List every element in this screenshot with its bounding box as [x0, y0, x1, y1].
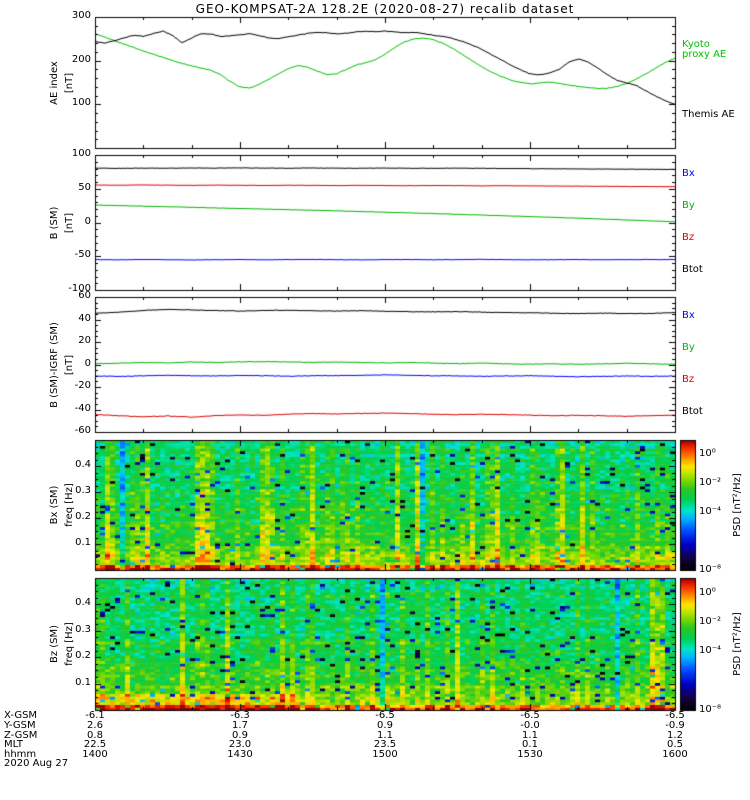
- y-tick-label: 0.4: [75, 597, 91, 609]
- y-tick-label: 50: [78, 181, 91, 193]
- legend-bx: Bx: [682, 168, 695, 179]
- legend-btot: Btot: [682, 406, 703, 417]
- colorbar-title: PSD [nT²/Hz]: [732, 612, 743, 676]
- colorbar-tick-label: 10⁻²: [699, 616, 722, 627]
- ephemeris-row-label: X-GSM: [4, 710, 38, 721]
- y-axis-title: [nT]: [64, 72, 75, 93]
- ephemeris-value: -0.0: [520, 719, 540, 731]
- y-axis-title: freq [Hz]: [64, 483, 75, 527]
- y-tick-label: 0.2: [75, 650, 91, 662]
- plot-title: GEO-KOMPSAT-2A 128.2E (2020-08-27) recal…: [195, 2, 575, 16]
- ephemeris-value: 1.1: [377, 729, 393, 741]
- legend-bz: Bz: [682, 232, 695, 243]
- y-tick-label: -50: [74, 249, 91, 261]
- y-tick-label: 200: [71, 53, 91, 65]
- legend-by: By: [682, 342, 695, 353]
- ephemeris-value: -6.1: [85, 710, 105, 721]
- ephemeris-value: -6.3: [230, 710, 250, 721]
- colorbar-tick-label: 10⁻⁸: [699, 704, 722, 715]
- ephemeris-value: 1600: [662, 749, 688, 761]
- y-tick-label: 100: [71, 148, 91, 159]
- ephemeris-value: -6.5: [665, 710, 685, 721]
- y-tick-label: 0.3: [75, 485, 91, 496]
- colorbar-tick-label: 10⁰: [699, 586, 716, 598]
- ephemeris-value: 23.5: [373, 739, 397, 751]
- y-axis-title: AE index: [49, 60, 60, 105]
- legend-bx: Bx: [682, 310, 695, 321]
- y-tick-label: 0.1: [75, 537, 91, 548]
- y-tick-label: 0.3: [75, 623, 91, 635]
- ephemeris-value: -0.9: [665, 719, 685, 731]
- ephemeris-value: 1400: [82, 749, 108, 761]
- y-tick-label: 0.2: [75, 511, 91, 522]
- legend-themis-ae: Themis AE: [682, 109, 735, 120]
- colorbar-tick-label: 10⁻⁸: [699, 564, 722, 575]
- colorbar-tick-label: 10⁻²: [699, 477, 722, 489]
- ephemeris-value: 0.5: [667, 739, 683, 751]
- legend-btot: Btot: [682, 264, 703, 275]
- legend-kyoto-proxy-ae: Kyoto: [682, 39, 710, 50]
- ephemeris-value: 0.1: [522, 739, 538, 751]
- legend-kyoto-proxy-ae: proxy AE: [682, 49, 727, 60]
- ephemeris-value: 22.5: [83, 739, 107, 751]
- colorbar-tick-label: 10⁻⁴: [699, 645, 722, 657]
- ephemeris-value: 2.6: [87, 719, 103, 731]
- colorbar-tick-label: 10⁰: [699, 448, 716, 460]
- y-axis-title: freq [Hz]: [64, 622, 75, 666]
- y-tick-label: 100: [71, 97, 91, 109]
- ephemeris-row-label: hhmm: [4, 749, 37, 761]
- ephemeris-value: 1.7: [232, 719, 248, 731]
- y-axis-title: Bz (SM): [49, 624, 60, 664]
- y-tick-label: 40: [78, 312, 91, 324]
- ephemeris-value: 1.2: [667, 729, 683, 741]
- y-tick-label: 0.4: [75, 459, 91, 470]
- ephemeris-row-label: Z-GSM: [4, 729, 38, 741]
- y-axis-title: [nT]: [64, 354, 75, 375]
- colorbar-title: PSD [nT²/Hz]: [732, 473, 743, 537]
- y-tick-label: 60: [78, 290, 91, 301]
- y-tick-label: 0.1: [75, 676, 91, 688]
- legend-by: By: [682, 200, 695, 211]
- y-tick-label: -60: [74, 425, 91, 436]
- ephemeris-row-label: Y-GSM: [4, 719, 36, 731]
- y-tick-label: 20: [78, 335, 91, 346]
- ephemeris-value: 1500: [372, 749, 398, 761]
- y-axis-title: [nT]: [64, 212, 75, 233]
- ephemeris-value: 0.9: [232, 729, 248, 741]
- ephemeris-value: -6.5: [375, 710, 395, 721]
- date-label: 2020 Aug 27: [4, 758, 69, 769]
- y-tick-label: 0: [84, 357, 91, 369]
- y-tick-label: -100: [68, 283, 91, 294]
- ephemeris-value: 1430: [227, 749, 253, 761]
- ephemeris-value: 0.9: [377, 719, 393, 731]
- legend-bz: Bz: [682, 374, 695, 385]
- y-tick-label: 300: [71, 10, 91, 21]
- ephemeris-row-label: MLT: [4, 739, 23, 751]
- y-tick-label: 0: [84, 215, 91, 227]
- ephemeris-value: 0.8: [87, 729, 103, 741]
- y-tick-label: -20: [74, 380, 91, 391]
- y-axis-title: B (SM): [49, 206, 60, 239]
- colorbar-tick-label: 10⁻⁴: [699, 506, 722, 518]
- y-tick-label: -40: [74, 402, 91, 414]
- ephemeris-value: 23.0: [228, 739, 252, 751]
- ephemeris-value: 1.1: [522, 729, 538, 741]
- ephemeris-value: -6.5: [520, 710, 540, 721]
- y-axis-title: Bx (SM): [49, 485, 60, 525]
- ephemeris-value: 1530: [517, 749, 543, 761]
- y-axis-title: B (SM)-IGRF (SM): [49, 321, 60, 408]
